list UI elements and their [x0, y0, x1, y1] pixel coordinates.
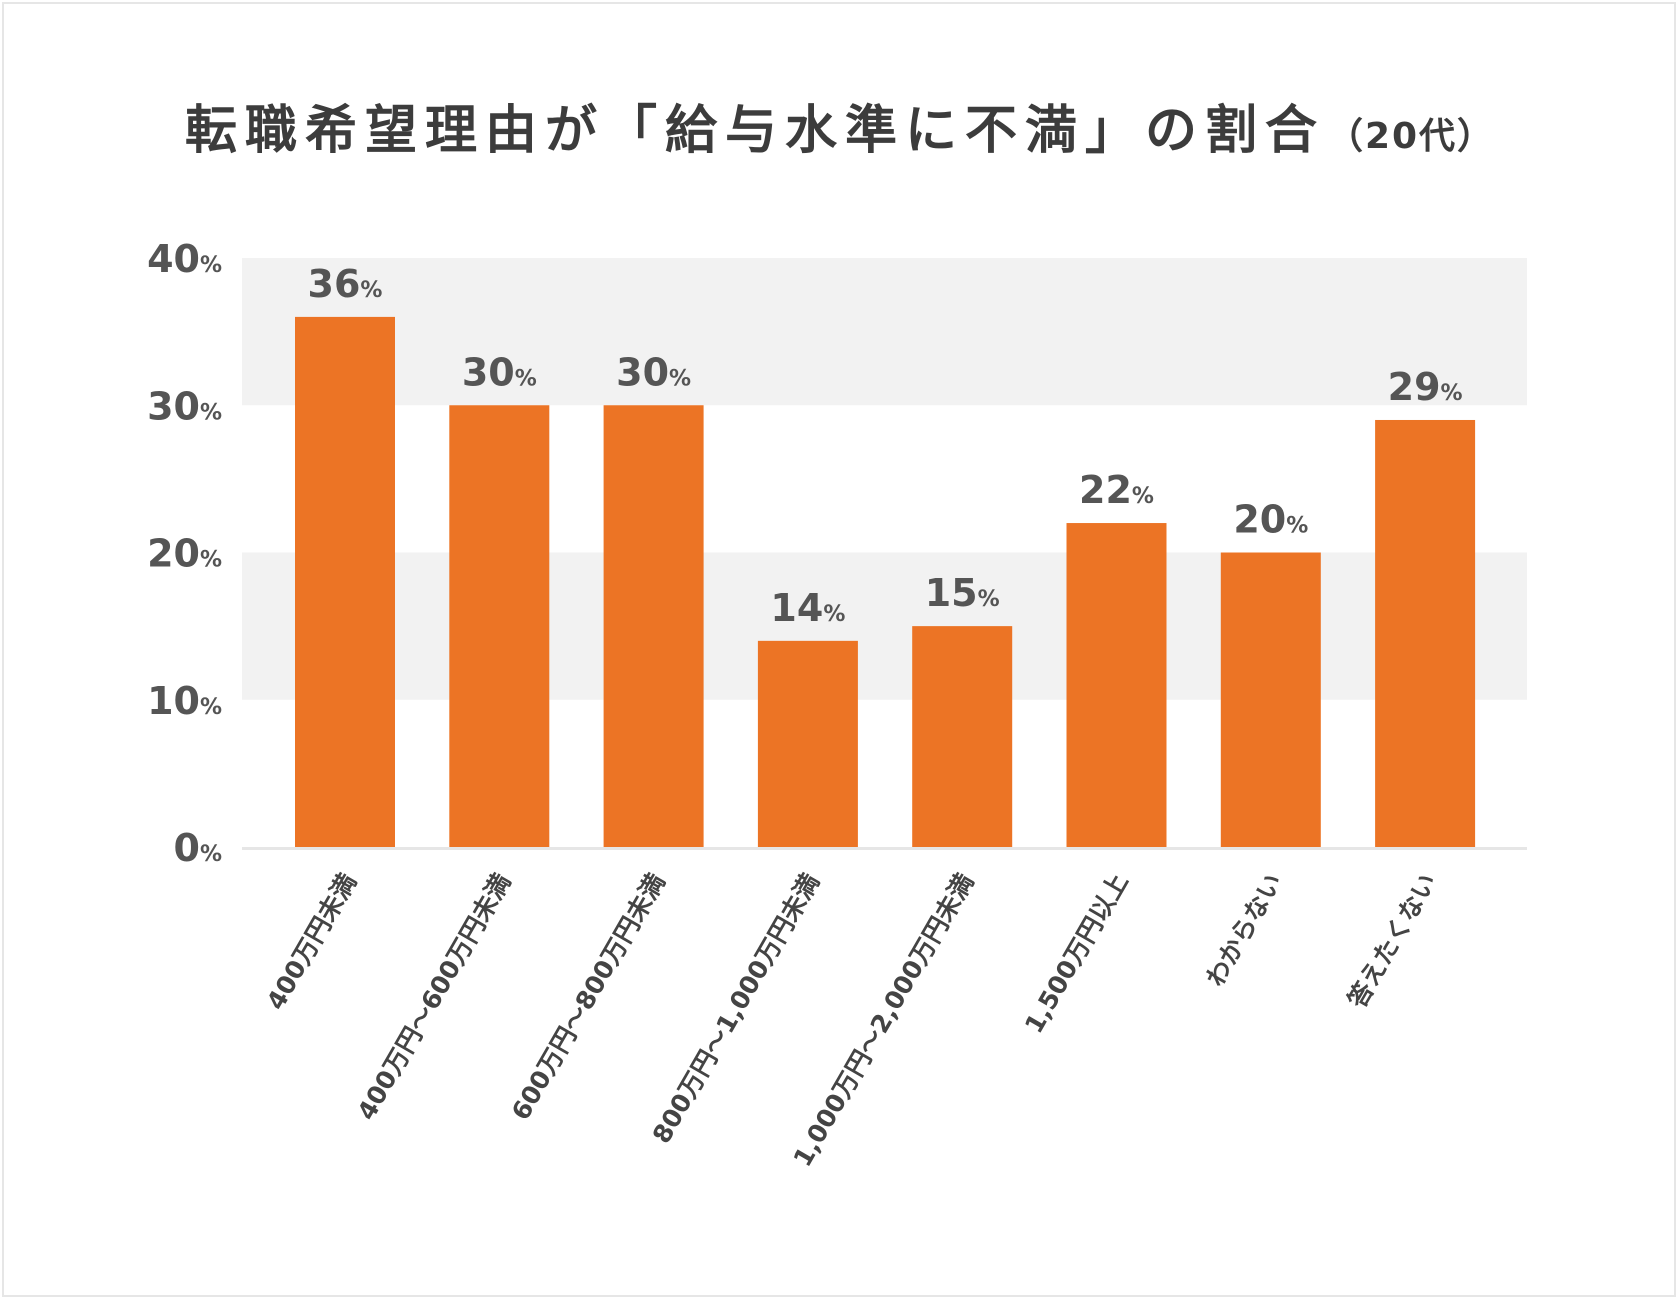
x-axis-category-labels: 400万円未満400万円～600万円未満600万円～800万円未満800万円～1…: [261, 868, 1442, 1171]
bar-value-unit: %: [669, 366, 691, 391]
y-tick-label: 20%: [147, 532, 222, 576]
y-tick-label: 0%: [174, 826, 223, 870]
category-label: 400万円未満: [261, 869, 362, 1015]
bar-value-number: 14: [770, 586, 823, 630]
bar-value-label: 29%: [1388, 365, 1463, 409]
category-label: 1,000万円～2,000万円未満: [788, 868, 980, 1171]
bar-value-unit: %: [1132, 484, 1154, 509]
bar-value-number: 22: [1079, 468, 1132, 512]
bar-value-number: 29: [1388, 365, 1441, 409]
chart-subtitle: （20代）: [1326, 116, 1496, 157]
category-label: 1,500万円以上: [1019, 869, 1134, 1039]
chart-title: 転職希望理由が「給与水準に不満」の割合（20代）: [0, 88, 1680, 163]
y-tick-label: 10%: [147, 679, 222, 723]
chart-title-text: 転職希望理由が「給与水準に不満」の割合: [184, 101, 1325, 161]
bar: [1066, 523, 1167, 847]
bar-value-labels: 36%30% 30%14% 15%22%20%29%: [308, 262, 1463, 630]
y-axis-tick-labels: 0%10%20%30%40%: [147, 237, 222, 870]
bar-value-number: 30: [462, 350, 515, 394]
bar-value-unit: %: [978, 587, 1000, 612]
bar-value-label: 30%: [616, 350, 691, 394]
bar-value-label: 30%: [462, 350, 537, 394]
grid-bands: [242, 258, 1527, 700]
bar-value-label: 15%: [925, 571, 1000, 615]
y-tick-value: 0: [174, 826, 200, 870]
bars: [295, 316, 1476, 847]
category-label: 800万円～1,000万円未満: [647, 869, 825, 1149]
bar-value-unit: %: [1286, 514, 1308, 539]
bar-value-number: 30: [616, 350, 669, 394]
bar-value-unit: %: [823, 602, 845, 627]
y-tick-value: 20: [147, 532, 200, 576]
bar: [295, 316, 395, 847]
bar-value-unit: %: [515, 366, 537, 391]
y-tick-unit: %: [200, 548, 222, 573]
bar-value-number: 36: [308, 262, 361, 306]
grid-band-10-20: [242, 552, 1527, 700]
category-label: わからない: [1200, 869, 1288, 992]
bar: [1220, 552, 1321, 847]
category-label: 答えたくない: [1342, 869, 1442, 1013]
bar: [757, 640, 858, 847]
y-tick-unit: %: [200, 842, 222, 867]
y-tick-label: 30%: [147, 384, 222, 428]
bar-value-number: 15: [925, 571, 978, 615]
y-tick-value: 10: [147, 679, 200, 723]
y-tick-unit: %: [200, 253, 222, 278]
grid-band-30-40: [242, 258, 1527, 406]
bar-value-label: 36%: [308, 262, 383, 306]
bar-value-label: 22%: [1079, 468, 1154, 512]
bar-value-label: 14%: [770, 586, 845, 630]
bar: [449, 405, 550, 847]
y-tick-value: 40: [147, 237, 200, 281]
bar-value-label: 20%: [1233, 498, 1308, 542]
bar-value-unit: %: [360, 278, 382, 303]
y-tick-unit: %: [200, 400, 222, 425]
bar: [912, 626, 1013, 847]
bar: [603, 405, 704, 847]
y-tick-unit: %: [200, 695, 222, 720]
category-label: 400万円～600万円未満: [352, 869, 517, 1125]
bar-value-number: 20: [1233, 498, 1286, 542]
bar-value-unit: %: [1441, 381, 1463, 406]
y-tick-value: 30: [147, 384, 200, 428]
bar: [1375, 419, 1476, 847]
y-tick-label: 40%: [147, 237, 222, 281]
category-label: 600万円～800万円未満: [506, 869, 671, 1125]
